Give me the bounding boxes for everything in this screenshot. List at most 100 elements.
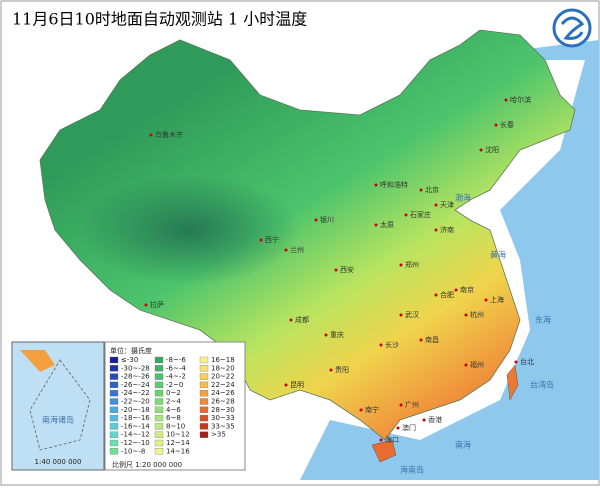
city-label: 拉萨 — [150, 300, 164, 309]
city-dot — [454, 288, 458, 292]
city-dot — [419, 338, 423, 342]
title: 11月6日10时地面自动观测站 1 小时温度 — [12, 10, 307, 29]
legend-label: -2~0 — [166, 381, 183, 389]
city-dot — [284, 248, 288, 252]
city-dot — [434, 203, 438, 207]
legend-title: 单位：摄氏度 — [110, 346, 152, 355]
city-dot — [484, 298, 488, 302]
city-label: 哈尔滨 — [510, 95, 531, 104]
legend-swatch — [109, 390, 119, 397]
legend-label: -28~-26 — [121, 373, 150, 381]
legend-label: 16~18 — [211, 356, 235, 364]
city-dot — [419, 188, 423, 192]
legend-label: >35 — [211, 431, 226, 439]
city-label: 台北 — [520, 357, 534, 366]
city-label: 乌鲁木齐 — [155, 130, 183, 139]
city-dot — [404, 213, 408, 217]
city-dot — [379, 438, 383, 442]
city-label: 杭州 — [470, 310, 484, 319]
legend-swatch — [154, 414, 164, 422]
legend-label: -10~-8 — [121, 447, 145, 455]
city-label: 兰州 — [290, 245, 304, 254]
legend-label: 14~16 — [166, 447, 190, 455]
legend-label: 26~28 — [211, 398, 235, 406]
city-label: 长春 — [500, 120, 514, 129]
legend-swatch — [109, 414, 119, 422]
city-label: 广州 — [405, 400, 419, 409]
city-label: 贵阳 — [335, 365, 349, 374]
legend-label: -12~-10 — [121, 439, 150, 447]
city-label: 海口 — [385, 435, 399, 444]
city-label: 石家庄 — [410, 210, 431, 219]
legend-swatch — [154, 439, 164, 447]
legend-swatch — [109, 406, 119, 413]
city-dot — [359, 408, 363, 412]
legend-swatch — [109, 365, 119, 372]
legend-label: 4~6 — [166, 406, 181, 414]
taiwan — [506, 364, 519, 401]
city-dot — [504, 98, 508, 102]
city-dot — [329, 368, 333, 372]
city-label: 太原 — [380, 220, 394, 229]
legend-label: -20~-18 — [121, 406, 150, 414]
scale: 比例尺 1:20 000 000 — [112, 460, 182, 469]
city-label: 南昌 — [425, 335, 439, 344]
legend-label: -18~-16 — [121, 414, 150, 422]
legend-label: -26~-24 — [121, 381, 150, 389]
legend-swatch — [109, 373, 119, 380]
sea-label: 渤海 — [455, 193, 471, 203]
city-dot — [374, 223, 378, 227]
city-dot — [399, 263, 403, 267]
legend-label: -30~-28 — [121, 364, 150, 372]
city-label: 北京 — [425, 185, 439, 194]
legend-swatch — [199, 373, 209, 380]
legend-swatch — [109, 356, 119, 364]
legend-label: -22~-20 — [121, 398, 150, 406]
legend-swatch — [109, 431, 119, 438]
city-label: 西宁 — [265, 235, 279, 244]
legend-swatch — [154, 365, 164, 372]
city-dot — [284, 383, 288, 387]
city-dot — [494, 123, 498, 127]
city-dot — [399, 313, 403, 317]
logo-mark — [560, 16, 585, 40]
city-label: 西安 — [340, 265, 354, 274]
legend-swatch — [154, 448, 164, 455]
legend-label: 0~2 — [166, 389, 181, 397]
legend-label: 2~4 — [166, 398, 181, 406]
legend-swatch — [199, 414, 209, 422]
city-dot — [334, 268, 338, 272]
inset-land — [20, 350, 55, 372]
sea — [300, 40, 599, 480]
city-dot — [144, 303, 148, 307]
city-label: 呼和浩特 — [380, 180, 408, 189]
plateau-shade — [80, 175, 300, 285]
city-dot — [479, 148, 483, 152]
city-label: 沈阳 — [485, 145, 499, 154]
legend-label: -6~-4 — [166, 364, 186, 372]
hainan — [371, 439, 397, 463]
city-dot — [434, 228, 438, 232]
legend-label: 8~10 — [166, 422, 185, 430]
legend-label: 28~30 — [211, 406, 235, 414]
city-label: 香港 — [428, 415, 442, 424]
legend-swatch — [154, 398, 164, 405]
legend-label: 6~8 — [166, 414, 181, 422]
legend-label: -14~-12 — [121, 431, 150, 439]
city-label: 济南 — [440, 225, 454, 234]
inset-boundary — [29, 359, 91, 451]
city-label: 福州 — [470, 360, 484, 369]
legend-swatch — [154, 356, 164, 364]
city-dot — [289, 318, 293, 322]
legend-swatch — [154, 406, 164, 413]
legend-label: 12~14 — [166, 439, 190, 447]
legend-label: 24~26 — [211, 389, 235, 397]
legend-swatch — [154, 423, 164, 430]
legend-swatch — [154, 390, 164, 397]
sea-label: 黄海 — [490, 250, 506, 260]
city-label: 合肥 — [440, 290, 454, 299]
city-dot — [379, 343, 383, 347]
legend-swatch — [199, 381, 209, 389]
legend-label: 22~24 — [211, 381, 235, 389]
legend-label: 30~33 — [211, 414, 235, 422]
